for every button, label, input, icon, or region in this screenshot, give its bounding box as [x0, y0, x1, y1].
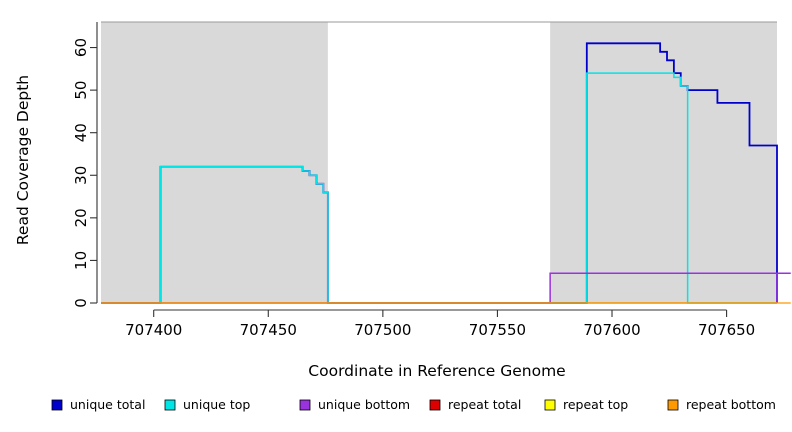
x-tick-label: 707400	[125, 321, 182, 339]
legend-label-unique-top: unique top	[183, 397, 250, 412]
axis-title-layer: Read Coverage Depth Coordinate in Refere…	[14, 75, 566, 380]
data-series-layer	[101, 42, 791, 304]
legend-swatch-unique-total	[51, 399, 63, 411]
y-tick-label: 20	[72, 208, 90, 227]
y-tick-label: 10	[72, 251, 90, 270]
chart-legend: unique total unique top unique bottom repea…	[51, 397, 776, 412]
legend-label-unique-total: unique total	[70, 397, 145, 412]
x-tick-label: 707650	[698, 321, 755, 339]
legend-swatch-repeat-total	[429, 399, 441, 411]
shaded-region-2	[550, 22, 777, 303]
x-tick-label: 707500	[354, 321, 411, 339]
y-tick-label: 30	[72, 166, 90, 185]
y-axis-title: Read Coverage Depth	[14, 75, 32, 245]
series-unique-top	[101, 72, 777, 304]
legend-label-unique-bottom: unique bottom	[318, 397, 410, 412]
legend-swatch-unique-bottom	[299, 399, 311, 411]
x-tick-label: 707450	[240, 321, 297, 339]
legend-label-repeat-bottom: repeat bottom	[686, 397, 776, 412]
legend-label-repeat-total: repeat total	[448, 397, 521, 412]
x-tick-label: 707600	[583, 321, 640, 339]
y-tick-label: 40	[72, 123, 90, 142]
legend-swatch-unique-top	[164, 399, 176, 411]
y-tick-label: 50	[72, 81, 90, 100]
x-tick-label: 707550	[469, 321, 526, 339]
legend-label-repeat-top: repeat top	[563, 397, 628, 412]
shaded-region-1	[101, 22, 328, 303]
tick-label-layer: 0 10 20 30 40 50 60 707400 707450 707500 707550 707…	[72, 38, 755, 339]
legend-swatch-repeat-bottom	[667, 399, 679, 411]
y-tick-label: 60	[72, 38, 90, 57]
shaded-regions-layer	[101, 22, 777, 303]
axis-layer	[90, 22, 728, 317]
y-tick-label: 0	[72, 298, 90, 308]
legend-swatch-repeat-top	[544, 399, 556, 411]
x-axis-title: Coordinate in Reference Genome	[308, 362, 565, 380]
